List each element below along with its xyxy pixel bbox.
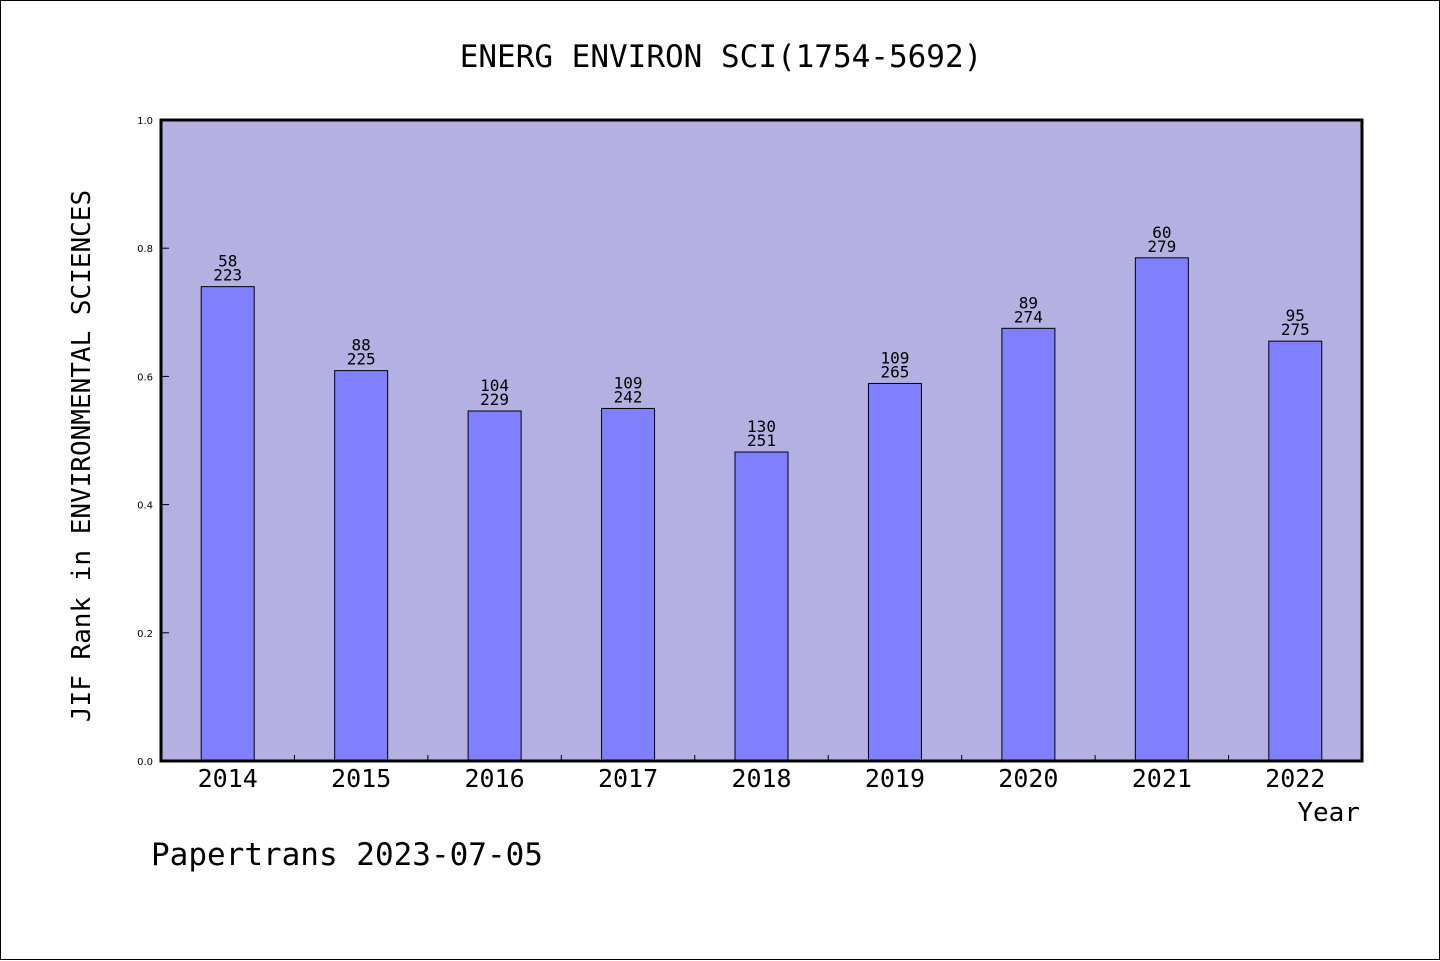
- y-tick-label: 0.2: [137, 629, 153, 640]
- bar-2018: [734, 451, 789, 762]
- plot-border: [159, 118, 1364, 763]
- y-tick-label: 0.8: [137, 244, 153, 255]
- bar-2017: [601, 407, 656, 762]
- bar-total-label: 274: [1014, 307, 1043, 326]
- chart-title: ENERG ENVIRON SCI(1754-5692): [460, 39, 983, 75]
- bar-total-label: 225: [347, 350, 376, 369]
- x-tick-label: 2021: [1132, 764, 1192, 793]
- bar-rank-label: 58: [218, 252, 237, 271]
- bar-total-label: 251: [747, 431, 776, 450]
- bar-2019: [867, 382, 922, 762]
- bar-2015: [334, 370, 389, 762]
- bar-rank-label: 89: [1019, 293, 1038, 312]
- bar-2020: [1001, 327, 1056, 762]
- bar-rank-label: 104: [480, 376, 509, 395]
- y-tick-label: 0.6: [137, 372, 153, 383]
- x-tick-label: 2016: [465, 764, 525, 793]
- bar-2014: [200, 286, 255, 762]
- x-axis: 2014 2015 2016 2017 2018 2019 2020 2021 2022: [198, 755, 1325, 793]
- bar-total-label: 265: [880, 362, 909, 381]
- y-axis-label: JIF Rank in ENVIRONMENTAL SCIENCES: [67, 190, 97, 722]
- y-tick-label: 0.0: [137, 757, 153, 768]
- bar-rank-label: 60: [1152, 223, 1171, 242]
- footer-text: Papertrans 2023-07-05: [151, 837, 543, 873]
- x-axis-label: Year: [1297, 798, 1360, 828]
- x-tick-label: 2017: [598, 764, 658, 793]
- bar-rank-label: 130: [747, 417, 776, 436]
- bar-rank-label: 109: [614, 373, 643, 392]
- x-tick-label: 2015: [331, 764, 391, 793]
- y-tick-label: 0.4: [137, 501, 153, 512]
- y-tick-label: 1.0: [137, 116, 153, 127]
- bar-rank-label: 88: [352, 336, 371, 355]
- bar-2021: [1134, 257, 1189, 762]
- x-tick-label: 2022: [1265, 764, 1325, 793]
- bar-total-label: 279: [1147, 237, 1176, 256]
- x-tick-label: 2018: [731, 764, 791, 793]
- bar-total-label: 223: [213, 266, 242, 285]
- bar-2016: [467, 410, 522, 762]
- bar-rank-label: 109: [880, 348, 909, 367]
- bar-rank-label: 95: [1286, 306, 1305, 325]
- bar-total-label: 229: [480, 390, 509, 409]
- bar-total-label: 275: [1281, 320, 1310, 339]
- x-tick-label: 2020: [998, 764, 1058, 793]
- bar-total-label: 242: [614, 387, 643, 406]
- x-tick-label: 2014: [198, 764, 258, 793]
- bar-series: [200, 257, 1323, 762]
- data-labels: 2235822588229104242109251130265109274892…: [213, 223, 1309, 450]
- x-tick-label: 2019: [865, 764, 925, 793]
- bar-2022: [1268, 340, 1323, 762]
